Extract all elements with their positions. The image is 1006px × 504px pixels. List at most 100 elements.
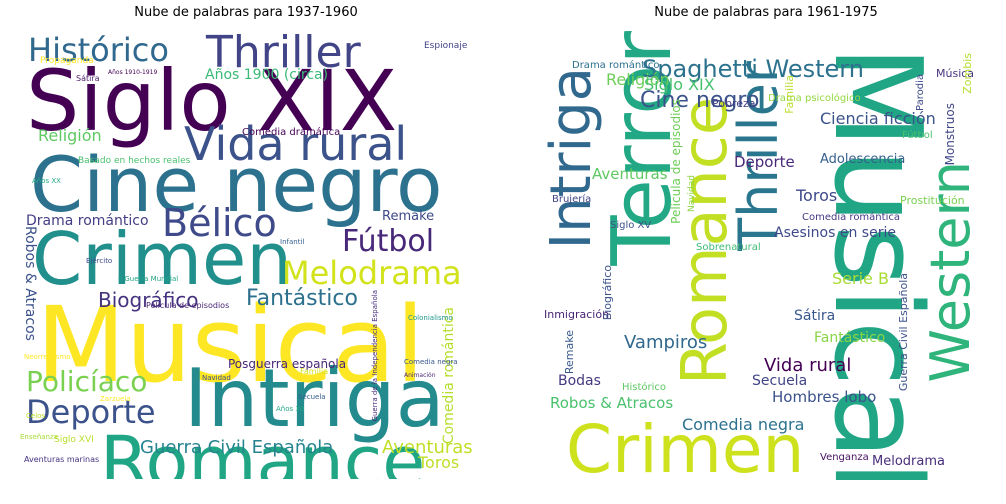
word-fantastico: Fantástico [246, 286, 358, 311]
word-policiaco: Policíaco [26, 365, 148, 398]
word-biografico: Biográfico [601, 265, 614, 321]
word-remake: Remake [563, 330, 576, 375]
wordcloud-area: Siglo XIX Cine negro Crimen Musical Intriga R… [20, 31, 472, 479]
word-toros: Toros [418, 453, 460, 472]
word-hombres-lobo: Hombres lobo [772, 388, 877, 406]
word-zombis: Zombis [961, 53, 974, 94]
word-ensenanza: Enseñanza [20, 433, 58, 441]
word-guerra-civil-espanola: Guerra Civil Española [140, 437, 334, 458]
word-deporte: Deporte [734, 153, 795, 171]
wordcloud-panel-1961-1975: Nube de palabras para 1961-1975 Musical T… [544, 5, 988, 485]
word-belico: Bélico [162, 201, 277, 245]
word-sobrenatural: Sobrenatural [696, 242, 761, 253]
word-aventuras-marinas: Aventuras marinas [24, 455, 100, 464]
word-pobreza: Pobreza [712, 97, 756, 110]
word-intriga: Intriga [544, 67, 604, 250]
word-comedia-negra: Comedia negra [404, 358, 458, 366]
word-aventuras: Aventuras [382, 437, 472, 458]
word-siglo-xv: Siglo XV [610, 220, 652, 231]
word-pelicula-de-episodios: Película de episodios [669, 99, 683, 224]
word-melodrama: Melodrama [872, 454, 945, 469]
word-adolescencia: Adolescencia [820, 152, 906, 167]
panel-title: Nube de palabras para 1961-1975 [654, 5, 878, 20]
word-futbol: Fútbol [902, 130, 933, 141]
word-guerra-de-la-independencia-espanola: Guerra de la Independencia Española [371, 290, 379, 422]
word-asesinos-en-serie: Asesinos en serie [774, 225, 896, 241]
word-thriller: Thriller [206, 31, 361, 78]
word-serie-b: Serie B [832, 269, 889, 288]
word-futbol: Fútbol [342, 224, 435, 259]
word-secuela: Secuela [752, 373, 808, 389]
word-satira: Sátira [794, 308, 836, 324]
word-siglo-xix: Siglo XIX [26, 52, 398, 150]
word-aventuras: Aventuras [592, 165, 668, 183]
word-vampiros: Vampiros [624, 332, 708, 353]
word-posguerra-espanola: Posguerra española [228, 357, 347, 371]
panel-title: Nube de palabras para 1937-1960 [134, 5, 358, 20]
word-cine-negro: Cine negro [640, 88, 760, 113]
word-romance: Romance [100, 421, 426, 479]
word-familia: Familia [783, 75, 796, 114]
word-familia: Familia [300, 367, 329, 376]
word-guerra-civil-espanola: Guerra Civil Española [897, 273, 910, 392]
word-anos-1900-circa: Años 1900 (circa) [205, 67, 329, 83]
word-ciencia-ficcion: Ciencia ficción [820, 109, 936, 128]
word-intriga: Intriga [184, 352, 445, 445]
word-fantastico: Fantástico [814, 330, 886, 346]
word-prostitucion: Prostitución [900, 194, 965, 207]
word-vida-rural: Vida rural [764, 355, 852, 376]
word-siglo-xvi: Siglo XVI [54, 435, 94, 445]
word-ii-guerra-mundial: II Guerra Mundial [118, 275, 179, 283]
word-toros: Toros [796, 186, 838, 205]
word-robos-atracos: Robos & Atracos [22, 226, 38, 341]
word-melodrama: Melodrama [282, 254, 462, 292]
word-comedia-negra: Comedia negra [682, 415, 805, 434]
wordcloud-panel-1937-1960: Nube de palabras para 1937-1960 Siglo XI… [20, 5, 472, 485]
word-comedia-romantica: Comedia romántica [441, 307, 457, 445]
word-drama-romantico: Drama romántico [26, 213, 149, 229]
word-religion: Religión [606, 70, 670, 89]
word-historico: Histórico [28, 31, 169, 69]
word-celos: Celos [26, 412, 46, 420]
word-biografico: Biográfico [98, 288, 199, 312]
word-ejercito: Ejército [86, 257, 113, 265]
word-infantil: Infantil [280, 238, 305, 246]
word-navidad: Navidad [202, 374, 231, 382]
word-pelicula-de-episodios: Película de episodios [146, 301, 230, 310]
word-robos-atracos: Robos & Atracos [550, 394, 674, 412]
word-espionaje: Espionaje [424, 41, 468, 51]
word-anos-30: Años 30 [276, 405, 305, 413]
word-parodia: Parodia [915, 74, 926, 111]
word-drama-psicologico: Drama psicológico [768, 93, 861, 104]
word-comedia-dramatica: Comedia dramática [242, 127, 341, 138]
word-historico: Histórico [622, 382, 667, 393]
word-animacion: Animación [404, 372, 436, 379]
word-musica: Música [936, 67, 975, 80]
word-crimen: Crimen [32, 217, 292, 301]
word-religion: Religión [38, 126, 102, 145]
word-propaganda: Propaganda [40, 56, 94, 66]
word-satira: Sátira [76, 74, 100, 83]
word-remake: Remake [382, 209, 435, 224]
word-spaghetti-western: Spaghetti Western [642, 55, 864, 83]
word-vida-rural: Vida rural [184, 117, 408, 171]
word-secuela: Secuela [298, 393, 326, 401]
word-colonialismo: Colonialismo [408, 314, 453, 322]
word-crimen: Crimen [566, 411, 805, 481]
word-musical: Musical [36, 284, 425, 406]
word-cine-negro: Cine negro [30, 140, 443, 229]
word-siglo-xix: Siglo XIX [644, 75, 715, 94]
word-deporte: Deporte [26, 393, 156, 431]
word-anos-1910-1919: Años 1910-1919 [108, 69, 158, 76]
word-anos-xx: Años XX [32, 177, 61, 185]
word-comedia-romantica: Comedia romántica [802, 212, 900, 223]
wordcloud-area: Musical Terror Intriga Romance Thriller Crime… [544, 31, 988, 480]
word-brujeria: Brujería [552, 194, 592, 205]
word-navidad: Navidad [687, 175, 697, 213]
word-drama-romantico: Drama romántico [572, 60, 660, 71]
word-zarzuela: Zarzuela [100, 395, 131, 403]
word-musical: Musical [807, 45, 946, 480]
word-neorrealismo: Neorrealismo [24, 353, 71, 361]
word-bodas: Bodas [558, 373, 601, 389]
word-monstruos: Monstruos [943, 103, 957, 166]
